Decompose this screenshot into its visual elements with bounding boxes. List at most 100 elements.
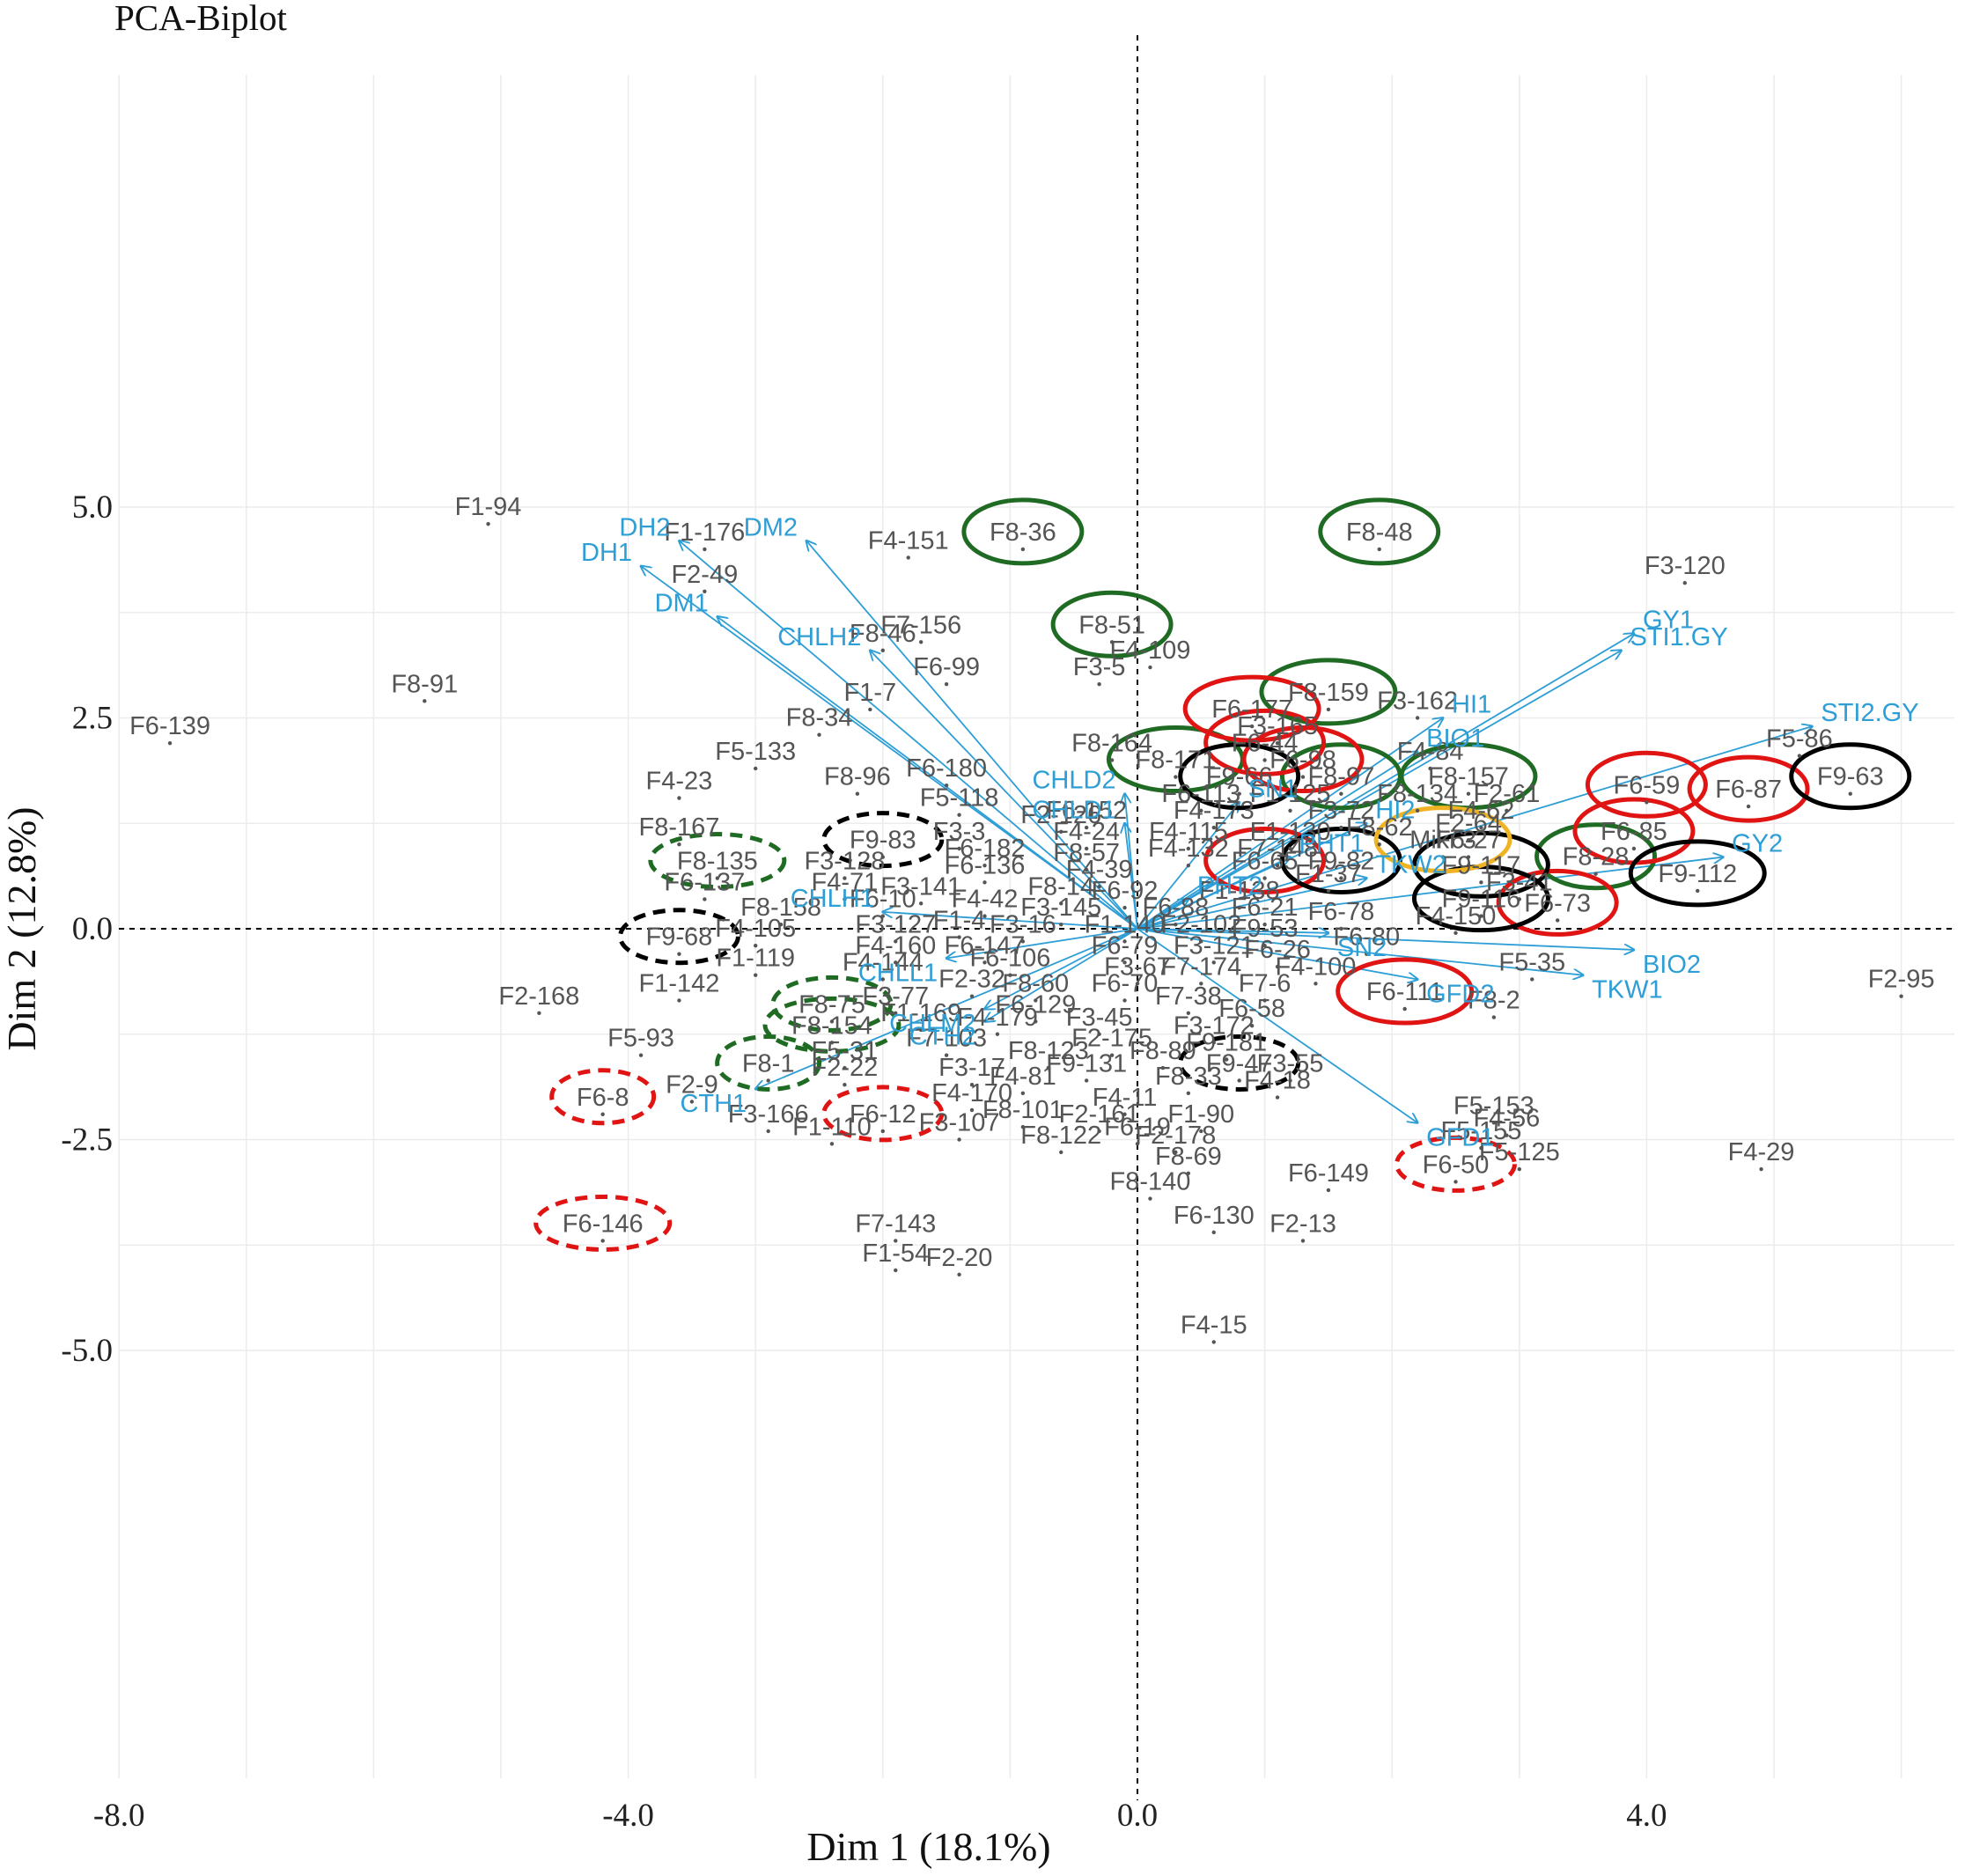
individual-point bbox=[167, 741, 173, 746]
individual-point bbox=[778, 923, 784, 927]
individual-point bbox=[1505, 1133, 1509, 1137]
individual-label: F6-152 bbox=[1046, 797, 1127, 825]
individual-label: F1-94 bbox=[455, 493, 522, 521]
individual-label: F4-56 bbox=[1473, 1105, 1540, 1133]
individual-point bbox=[1059, 923, 1063, 927]
individual-label: F2-61 bbox=[1473, 780, 1540, 808]
individual-label: F8-134 bbox=[1377, 780, 1458, 808]
individual-point bbox=[1237, 791, 1241, 796]
variable-label: HI2 bbox=[1375, 796, 1415, 824]
individual-label: F6-99 bbox=[913, 653, 980, 681]
individual-point bbox=[677, 796, 681, 800]
variable-label: CHLD2 bbox=[1032, 767, 1115, 795]
individual-label: F9-116 bbox=[1442, 886, 1521, 914]
individual-point bbox=[1288, 846, 1292, 851]
individual-label: F6-130 bbox=[1174, 1202, 1255, 1230]
highlight-ring bbox=[961, 497, 1085, 566]
individual-point bbox=[1899, 994, 1903, 998]
variable-label: DM1 bbox=[655, 590, 709, 618]
variable-vector bbox=[806, 541, 1138, 930]
individual-label: F7-174 bbox=[1160, 953, 1241, 981]
individual-label: F9-82 bbox=[1307, 848, 1374, 876]
individual-point bbox=[969, 1083, 975, 1087]
individual-label: F4-18 bbox=[1244, 1067, 1311, 1095]
variable-vector bbox=[1137, 726, 1812, 930]
individual-label: F6-12 bbox=[850, 1100, 916, 1129]
individual-label: F1-119 bbox=[716, 945, 795, 973]
variable-label: CHLD1 bbox=[1032, 796, 1115, 824]
individual-point bbox=[1593, 872, 1598, 876]
variable-label: GY2 bbox=[1732, 830, 1783, 858]
individual-point bbox=[1326, 888, 1331, 894]
individual-label: F6-98 bbox=[1269, 747, 1336, 775]
variable-label: BIO2 bbox=[1643, 951, 1701, 979]
individual-point bbox=[1097, 681, 1101, 687]
individual-point bbox=[880, 648, 885, 653]
x-axis-title: Dim 1 (18.1%) bbox=[806, 1824, 1050, 1869]
grid bbox=[118, 75, 1954, 1778]
individual-label: F6-19 bbox=[1104, 1113, 1171, 1141]
individual-label: F9-63 bbox=[1817, 763, 1884, 791]
individual-label: F9-66 bbox=[1206, 763, 1273, 791]
individual-label: F8-135 bbox=[677, 848, 758, 876]
individual-label: F7-143 bbox=[855, 1210, 936, 1238]
variable-label: HI1 bbox=[1452, 691, 1491, 719]
individual-point bbox=[703, 547, 707, 552]
individual-point bbox=[1199, 982, 1203, 986]
variable-label: CTH2 bbox=[909, 1022, 976, 1050]
individual-label: F2-9 bbox=[666, 1070, 718, 1099]
individual-point bbox=[537, 1011, 541, 1016]
variable-label: STI2.GY bbox=[1821, 699, 1918, 727]
individual-point bbox=[1262, 876, 1267, 880]
variable-vector bbox=[1137, 928, 1417, 979]
individual-label: F1-138 bbox=[1199, 877, 1280, 905]
individual-point bbox=[918, 640, 924, 644]
individual-label: F8-140 bbox=[1110, 1168, 1191, 1196]
individual-point bbox=[1262, 923, 1267, 927]
variable-label: TKW1 bbox=[1592, 976, 1663, 1004]
highlight-ring bbox=[648, 832, 787, 890]
highlight-ring bbox=[549, 1068, 657, 1126]
highlight-ring bbox=[821, 811, 945, 869]
individual-point bbox=[1122, 1112, 1127, 1116]
individual-point bbox=[1377, 547, 1381, 552]
individual-label: F9-83 bbox=[850, 827, 916, 855]
individual-point bbox=[600, 1239, 605, 1243]
individual-label: F6-87 bbox=[1715, 776, 1782, 804]
individual-point bbox=[1199, 939, 1203, 944]
individual-label: F2-95 bbox=[1868, 966, 1935, 994]
individual-label: F5-35 bbox=[1498, 948, 1565, 976]
individual-point bbox=[1059, 1150, 1063, 1155]
individual-label: F6-85 bbox=[1601, 818, 1667, 846]
individual-label: F3-120 bbox=[1645, 552, 1726, 580]
individual-label: F8-89 bbox=[1130, 1037, 1196, 1065]
individual-label: F1-176 bbox=[664, 519, 745, 547]
individual-point bbox=[1466, 838, 1471, 842]
individual-label: F6-79 bbox=[1092, 931, 1159, 960]
individual-label: F6-92 bbox=[1092, 877, 1159, 905]
individual-point bbox=[894, 1268, 898, 1273]
individual-label: F8-154 bbox=[791, 1012, 872, 1040]
individual-label: F4-100 bbox=[1275, 953, 1356, 981]
individual-label: F1-7 bbox=[844, 679, 897, 707]
individual-point bbox=[843, 897, 847, 901]
individual-point bbox=[1237, 905, 1241, 910]
individual-label: F6-137 bbox=[664, 868, 745, 896]
individual-point bbox=[1759, 1166, 1763, 1172]
individual-point bbox=[1097, 1032, 1101, 1036]
highlight-ring bbox=[1628, 839, 1767, 908]
individual-label: F8-75 bbox=[798, 990, 865, 1019]
individual-label: F4-109 bbox=[1110, 636, 1191, 665]
individual-point bbox=[1746, 804, 1751, 809]
individual-point bbox=[1466, 791, 1471, 796]
individual-label: F6-88 bbox=[1142, 894, 1209, 922]
individual-point bbox=[1084, 846, 1089, 851]
individual-label: F6-177 bbox=[1211, 695, 1292, 724]
axes: PCA-Biplot Dim 1 (18.1%) Dim 2 (12.8%) -… bbox=[0, 0, 1667, 1869]
individual-point bbox=[1479, 1145, 1483, 1151]
y-tick-label: -2.5 bbox=[61, 1122, 113, 1159]
individual-label: F6-136 bbox=[945, 851, 1026, 879]
individual-label: F6-147 bbox=[945, 931, 1026, 960]
individual-point bbox=[1046, 1065, 1050, 1070]
individual-point bbox=[1848, 791, 1852, 796]
